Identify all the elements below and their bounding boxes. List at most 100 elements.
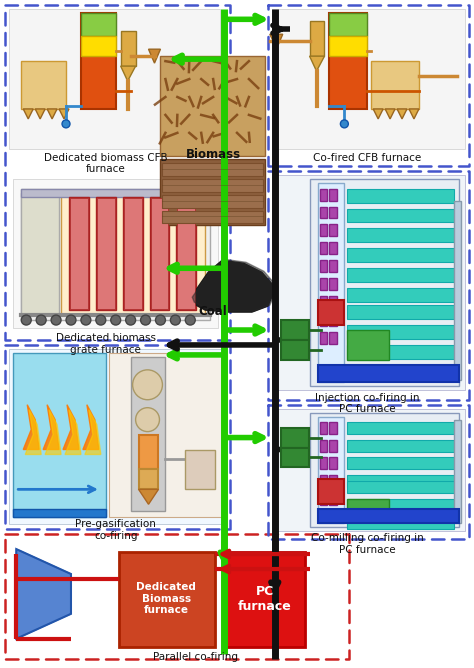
Bar — [61, 192, 205, 315]
Circle shape — [170, 315, 180, 325]
Polygon shape — [25, 409, 41, 454]
Bar — [70, 198, 88, 309]
Bar — [21, 188, 210, 196]
Text: Dedicated
Biomass
furnace: Dedicated Biomass furnace — [137, 582, 196, 615]
Bar — [347, 288, 454, 302]
Bar — [272, 174, 465, 389]
Bar — [13, 509, 106, 517]
Bar — [347, 440, 454, 452]
Bar — [281, 340, 309, 360]
Polygon shape — [83, 405, 99, 450]
Bar — [319, 242, 328, 255]
Text: Coal: Coal — [199, 305, 228, 318]
Bar — [319, 494, 328, 505]
Polygon shape — [310, 21, 325, 56]
Circle shape — [340, 120, 348, 128]
Bar — [123, 196, 143, 310]
Polygon shape — [16, 549, 71, 639]
Bar — [347, 269, 454, 282]
Bar — [97, 198, 115, 309]
Bar — [21, 188, 210, 320]
Bar — [347, 482, 454, 494]
Bar — [319, 224, 328, 236]
Bar — [319, 296, 328, 308]
Bar — [319, 261, 328, 273]
Polygon shape — [148, 49, 161, 63]
Bar — [21, 61, 66, 109]
Text: Dedicated biomass
grate furnace: Dedicated biomass grate furnace — [56, 333, 156, 355]
Bar — [310, 178, 459, 386]
Bar — [329, 36, 367, 56]
Text: Co-milling co-firing in
PC furnace: Co-milling co-firing in PC furnace — [311, 533, 424, 554]
Circle shape — [185, 315, 195, 325]
Text: PC
furnace: PC furnace — [238, 585, 292, 613]
Polygon shape — [45, 409, 61, 454]
Text: Biomass: Biomass — [186, 148, 241, 161]
Bar — [319, 314, 328, 326]
Text: Injection co-firing in
PC furnace: Injection co-firing in PC furnace — [315, 393, 419, 414]
Polygon shape — [138, 490, 158, 504]
Circle shape — [66, 315, 76, 325]
Bar — [347, 476, 454, 488]
Polygon shape — [65, 409, 81, 454]
Bar — [96, 196, 116, 310]
Bar — [329, 296, 337, 308]
Bar — [281, 320, 309, 340]
Polygon shape — [121, 31, 136, 66]
Circle shape — [62, 120, 70, 128]
Bar — [149, 196, 169, 310]
Bar — [347, 499, 389, 521]
Bar — [319, 476, 328, 488]
Bar — [138, 470, 158, 490]
Polygon shape — [190, 261, 276, 312]
Bar — [318, 509, 459, 523]
Circle shape — [133, 370, 163, 399]
Bar — [109, 353, 222, 517]
Bar — [318, 417, 345, 523]
Polygon shape — [409, 109, 419, 119]
Bar — [318, 300, 345, 325]
Bar — [281, 448, 309, 468]
Bar — [347, 458, 454, 470]
Polygon shape — [23, 405, 39, 450]
Bar — [329, 314, 337, 326]
Bar — [319, 458, 328, 470]
Bar — [329, 440, 337, 452]
Bar — [177, 198, 195, 309]
Bar — [319, 188, 328, 200]
Bar — [347, 422, 454, 434]
Bar — [13, 178, 218, 328]
Bar — [329, 279, 337, 290]
Bar — [329, 476, 337, 488]
Bar — [319, 422, 328, 434]
Polygon shape — [35, 109, 45, 119]
Bar — [281, 428, 309, 448]
Polygon shape — [373, 109, 383, 119]
Bar — [347, 365, 454, 379]
Bar — [163, 210, 263, 224]
Circle shape — [51, 315, 61, 325]
Bar — [329, 261, 337, 273]
Circle shape — [21, 315, 31, 325]
Bar — [69, 196, 89, 310]
Bar — [13, 353, 106, 517]
Bar — [81, 36, 116, 56]
Bar — [161, 56, 265, 156]
Bar — [225, 552, 305, 647]
Bar — [329, 188, 337, 200]
Bar — [176, 196, 196, 310]
Bar — [319, 332, 328, 344]
Bar — [81, 13, 116, 36]
Bar — [347, 188, 454, 202]
Bar — [329, 242, 337, 255]
Bar — [347, 248, 454, 263]
Bar — [138, 435, 158, 470]
Circle shape — [155, 315, 165, 325]
Bar — [272, 409, 465, 531]
Bar — [371, 61, 419, 109]
Bar — [272, 9, 465, 149]
Polygon shape — [59, 109, 69, 119]
Bar — [329, 422, 337, 434]
Circle shape — [141, 315, 151, 325]
Polygon shape — [270, 34, 283, 48]
